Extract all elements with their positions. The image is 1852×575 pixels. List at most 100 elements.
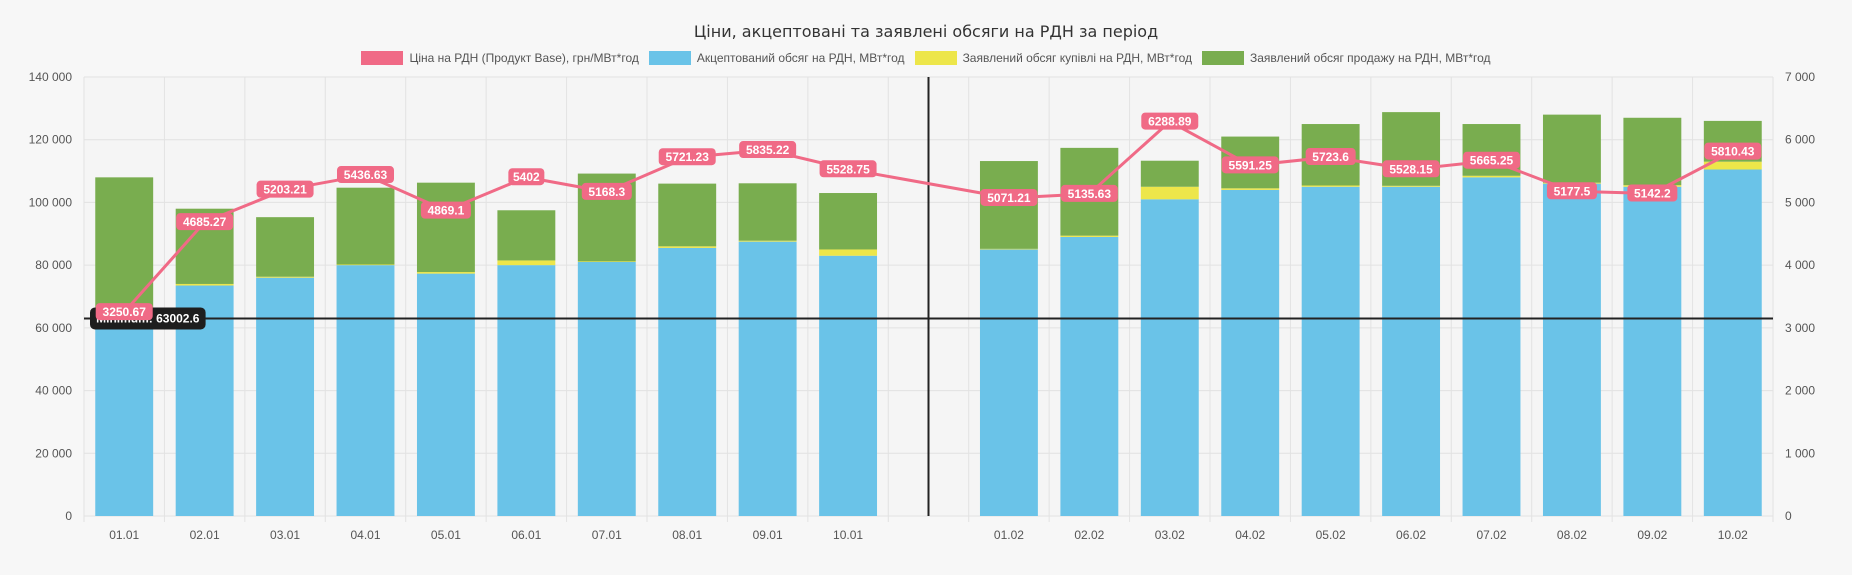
bar-sell <box>256 217 315 277</box>
bar-buy <box>658 246 717 248</box>
bar-buy <box>1060 235 1119 237</box>
bar-sell <box>738 183 797 241</box>
price-label-box <box>819 160 877 178</box>
bar-accepted <box>1060 236 1119 516</box>
bar-accepted <box>95 315 154 516</box>
y-left-tick-label: 140 000 <box>29 70 73 84</box>
price-data-label: 5135.63 <box>1068 187 1112 201</box>
bar-sell <box>819 193 878 250</box>
bar-buy <box>738 240 797 242</box>
legend-swatch-price <box>361 51 404 65</box>
price-data-label: 5723.6 <box>1312 150 1349 164</box>
bar-accepted <box>1382 186 1441 516</box>
legend-swatch-buy <box>914 51 957 65</box>
x-tick-label: 07.01 <box>592 528 622 542</box>
price-label-box <box>256 180 314 198</box>
price-label-box <box>1305 148 1356 166</box>
bar-buy <box>175 283 234 286</box>
x-tick-label: 08.01 <box>672 528 702 542</box>
legend: Ціна на РДН (Продукт Base), грн/МВт*год … <box>0 51 1852 65</box>
bar-accepted <box>1462 177 1521 517</box>
price-data-label: 5402 <box>513 170 540 184</box>
x-tick-label: 10.02 <box>1718 528 1748 542</box>
price-data-label: 5142.2 <box>1634 187 1671 201</box>
x-tick-label: 03.01 <box>270 528 300 542</box>
price-data-label: 5203.21 <box>263 183 307 197</box>
x-tick-label: 01.01 <box>109 528 139 542</box>
price-data-label: 5528.75 <box>826 162 870 176</box>
bar-buy <box>1382 185 1441 187</box>
price-label-box <box>176 213 234 231</box>
y-right-tick-label: 3 000 <box>1785 321 1815 335</box>
y-left-tick-label: 0 <box>65 509 72 523</box>
price-data-label: 5810.43 <box>1711 145 1755 159</box>
price-data-label: 4869.1 <box>428 204 465 218</box>
price-data-label: 5177.5 <box>1554 184 1591 198</box>
bar-accepted <box>1301 186 1360 516</box>
price-label-box <box>581 182 632 200</box>
x-tick-label: 05.01 <box>431 528 461 542</box>
legend-label-buy: Заявлений обсяг купівлі на РДН, МВт*год <box>962 51 1192 65</box>
bar-sell <box>1140 160 1199 187</box>
y-right-tick-label: 6 000 <box>1785 133 1815 147</box>
bar-accepted <box>1542 183 1601 516</box>
price-data-label: 5591.25 <box>1229 158 1273 172</box>
legend-label-accepted: Акцептований обсяг на РДН, МВт*год <box>696 51 905 65</box>
x-tick-label: 01.02 <box>994 528 1024 542</box>
x-tick-label: 05.02 <box>1316 528 1346 542</box>
bar-accepted <box>658 247 717 516</box>
price-data-label: 5168.3 <box>588 185 625 199</box>
bar-buy <box>1462 175 1521 178</box>
y-right-tick-label: 2 000 <box>1785 384 1815 398</box>
bar-sell <box>658 183 717 247</box>
y-right-tick-label: 7 000 <box>1785 70 1815 84</box>
price-label-box <box>508 168 545 186</box>
x-tick-label: 10.01 <box>833 528 863 542</box>
bar-sell <box>416 182 475 273</box>
bar-buy <box>1221 188 1280 190</box>
bar-accepted <box>336 265 395 516</box>
price-label-box <box>1141 112 1199 130</box>
price-label-box <box>337 166 394 184</box>
price-data-label: 6288.89 <box>1148 115 1192 129</box>
x-tick-label: 02.02 <box>1074 528 1104 542</box>
legend-item-sell[interactable]: Заявлений обсяг продажу на РДН, МВт*год <box>1202 51 1491 65</box>
legend-swatch-sell <box>1202 51 1244 65</box>
bar-buy <box>979 248 1038 250</box>
y-right-tick-label: 0 <box>1785 509 1792 523</box>
price-label-box <box>1463 151 1520 169</box>
price-label-box <box>1627 184 1678 202</box>
bar-buy <box>1301 185 1360 187</box>
y-right-tick-label: 4 000 <box>1785 258 1815 272</box>
y-left-tick-label: 80 000 <box>35 258 72 272</box>
price-label-box <box>1060 184 1118 202</box>
bar-buy <box>577 261 636 263</box>
price-label-box <box>980 188 1038 206</box>
legend-item-buy[interactable]: Заявлений обсяг купівлі на РДН, МВт*год <box>914 51 1192 65</box>
legend-item-accepted[interactable]: Акцептований обсяг на РДН, МВт*год <box>648 51 905 65</box>
bar-accepted <box>256 277 315 516</box>
y-left-tick-label: 20 000 <box>35 446 72 460</box>
chart-title: Ціни, акцептовані та заявлені обсяги на … <box>693 22 1159 41</box>
bar-accepted <box>979 249 1038 516</box>
y-left-tick-label: 100 000 <box>29 195 73 209</box>
bar-accepted <box>1623 186 1682 516</box>
bar-accepted <box>1221 189 1280 516</box>
bar-accepted <box>416 273 475 516</box>
bar-buy <box>1140 186 1199 200</box>
bar-buy <box>336 264 395 266</box>
x-tick-label: 04.02 <box>1235 528 1265 542</box>
price-label-box <box>658 148 716 166</box>
x-tick-label: 09.01 <box>753 528 783 542</box>
x-tick-label: 09.02 <box>1637 528 1667 542</box>
y-left-tick-label: 120 000 <box>29 133 73 147</box>
price-label-box <box>1221 156 1279 174</box>
legend-item-price[interactable]: Ціна на РДН (Продукт Base), грн/МВт*год <box>361 51 639 65</box>
bar-sell <box>336 187 395 265</box>
price-label-box <box>95 303 153 321</box>
bar-sell <box>95 177 154 316</box>
bar-accepted <box>1140 199 1199 517</box>
price-data-label: 5528.15 <box>1389 162 1433 176</box>
price-data-label: 5835.22 <box>746 143 790 157</box>
